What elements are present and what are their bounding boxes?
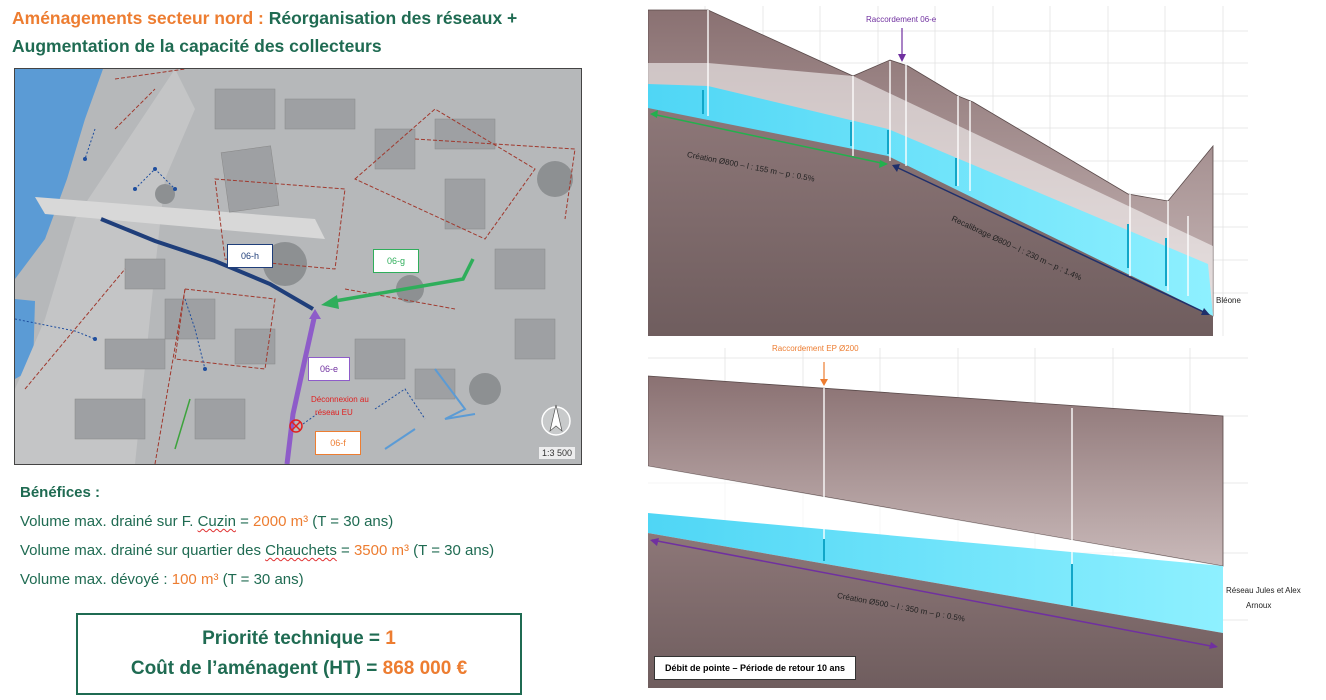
benefit-line-3: Volume max. dévoyé : 100 m³ (T = 30 ans) xyxy=(20,571,304,588)
compass-icon xyxy=(541,404,571,436)
bottom-outlet-label-2: Arnoux xyxy=(1246,601,1272,610)
map-drawing xyxy=(15,69,581,464)
map-scale: 1:3 500 xyxy=(538,447,575,459)
title-sector: Aménagements secteur nord : xyxy=(12,8,264,28)
title-part-1: Réorganisation des réseaux + xyxy=(268,8,518,28)
disconnect-icon xyxy=(289,419,303,433)
disconnect-label-2: réseau EU xyxy=(315,408,353,417)
profile-top: Raccordement 06-e Création Ø800 – l : 15… xyxy=(648,6,1248,336)
aerial-map: 06-h 06-g 06-e 06-f Déconnexion au résea… xyxy=(14,68,582,465)
river-area xyxy=(15,69,103,279)
top-raccordement-label: Raccordement 06-e xyxy=(866,15,937,24)
benefit-line-2: Volume max. drainé sur quartier des Chau… xyxy=(20,542,495,559)
pipe-06-g xyxy=(334,258,475,303)
disconnect-label-1: Déconnexion au xyxy=(311,395,369,404)
priority-line: Priorité technique = 1 xyxy=(202,628,396,649)
cost-line: Coût de l’aménagent (HT) = 868 000 € xyxy=(130,658,468,679)
summary-box: Priorité technique = 1 Coût de l’aménage… xyxy=(76,613,522,695)
label-06-f: 06-f xyxy=(315,431,361,455)
benefit-line-1: Volume max. drainé sur F. Cuzin = 2000 m… xyxy=(20,513,394,530)
benefits-list: Bénéfices : Volume max. drainé sur F. Cu… xyxy=(20,478,494,594)
pipe-06-h xyxy=(100,217,315,311)
profile-legend: Débit de pointe – Période de retour 10 a… xyxy=(654,656,857,680)
title-part-2: Augmentation de la capacité des collecte… xyxy=(12,36,382,56)
top-outlet-label: Bléone xyxy=(1216,296,1241,305)
label-06-e: 06-e xyxy=(308,357,350,381)
page-title: Aménagements secteur nord : Réorganisati… xyxy=(12,4,517,60)
profile-bottom: Raccordement EP Ø200 Création Ø500 – l :… xyxy=(648,344,1301,688)
pipe-06-e xyxy=(284,313,318,464)
bottom-outlet-label-1: Réseau Jules et Alex xyxy=(1226,586,1301,595)
benefits-heading: Bénéfices : xyxy=(20,484,101,501)
bottom-raccordement-label: Raccordement EP Ø200 xyxy=(772,344,859,353)
label-06-g: 06-g xyxy=(373,249,419,273)
label-06-h: 06-h xyxy=(227,244,273,268)
